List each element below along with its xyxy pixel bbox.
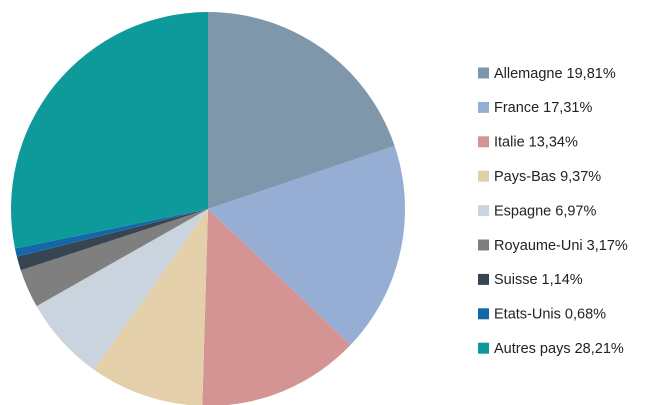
legend-swatch <box>478 136 489 148</box>
legend-label: France 17,31% <box>494 100 592 116</box>
pie-slice <box>202 209 351 405</box>
legend-swatch <box>478 239 489 251</box>
legend-label: Etats-Unis 0,68% <box>494 307 606 323</box>
legend-label: Suisse 1,14% <box>494 272 583 288</box>
legend-label: Italie 13,34% <box>494 135 578 151</box>
legend-label: Espagne 6,97% <box>494 203 596 219</box>
legend-swatch <box>478 101 489 113</box>
pie-slice <box>20 209 209 307</box>
legend-swatch <box>478 170 489 182</box>
legend-label: Autres pays 28,21% <box>494 341 624 357</box>
legend-swatch <box>478 205 489 217</box>
pie-slice <box>16 209 208 271</box>
pie-slice <box>93 209 208 405</box>
pie-slice <box>208 145 405 345</box>
legend-label: Pays-Bas 9,37% <box>494 169 601 185</box>
pie-slice <box>36 209 209 370</box>
legend-swatch <box>478 273 489 285</box>
pie-slice <box>14 209 208 257</box>
legend-swatch <box>478 67 489 79</box>
legend-swatch <box>478 342 489 354</box>
legend-swatch <box>478 308 489 320</box>
legend-label: Royaume-Uni 3,17% <box>494 238 628 254</box>
legend-label: Allemagne 19,81% <box>494 66 616 82</box>
pie-slice <box>208 12 395 209</box>
pie-slice <box>10 12 208 249</box>
